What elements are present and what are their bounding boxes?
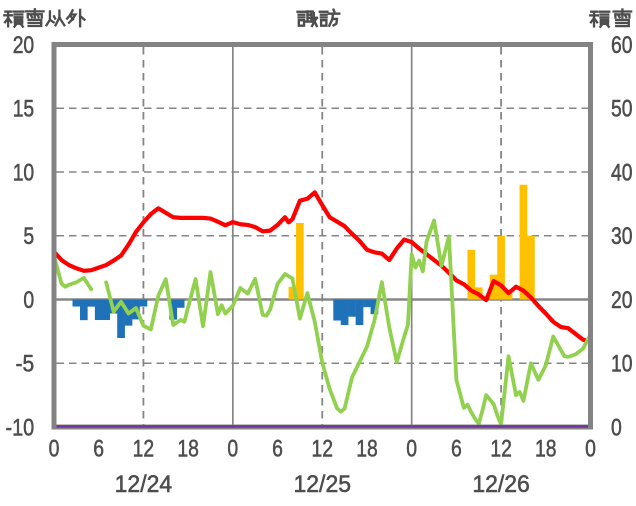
svg-text:50: 50: [611, 96, 633, 123]
svg-text:0: 0: [406, 435, 417, 462]
svg-text:60: 60: [611, 32, 633, 59]
svg-text:12/26: 12/26: [472, 471, 530, 498]
svg-text:6: 6: [272, 435, 283, 462]
svg-text:12/25: 12/25: [294, 471, 352, 498]
svg-text:12: 12: [312, 435, 334, 462]
svg-text:10: 10: [13, 159, 35, 186]
svg-text:-10: -10: [6, 414, 35, 441]
svg-text:12: 12: [133, 435, 155, 462]
svg-text:0: 0: [49, 435, 60, 462]
svg-text:40: 40: [611, 159, 633, 186]
svg-text:10: 10: [611, 351, 633, 378]
svg-text:6: 6: [93, 435, 104, 462]
svg-text:15: 15: [13, 96, 35, 123]
svg-text:20: 20: [611, 287, 633, 314]
svg-text:0: 0: [585, 435, 596, 462]
svg-text:-5: -5: [16, 351, 35, 378]
svg-text:18: 18: [535, 435, 557, 462]
svg-text:30: 30: [611, 223, 633, 250]
svg-text:12: 12: [490, 435, 512, 462]
svg-text:6: 6: [451, 435, 462, 462]
svg-text:20: 20: [13, 32, 35, 59]
svg-text:12/24: 12/24: [115, 471, 173, 498]
svg-text:0: 0: [23, 287, 34, 314]
svg-text:0: 0: [227, 435, 238, 462]
svg-text:18: 18: [356, 435, 378, 462]
svg-text:5: 5: [23, 223, 34, 250]
svg-text:0: 0: [611, 414, 622, 441]
svg-text:18: 18: [177, 435, 199, 462]
